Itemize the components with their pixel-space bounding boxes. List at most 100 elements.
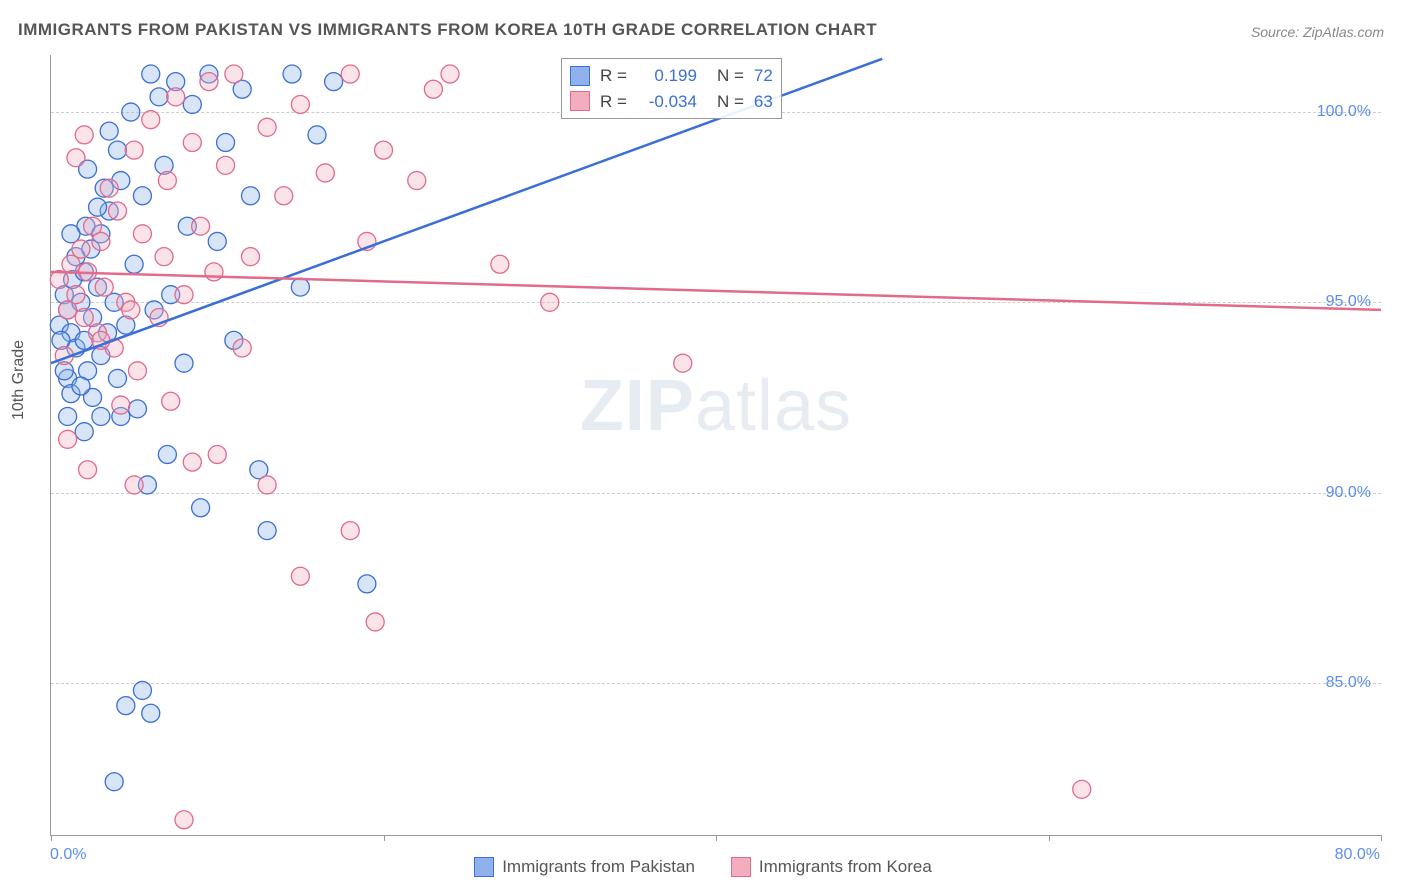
data-point	[133, 225, 151, 243]
stats-r-label: R =	[600, 63, 627, 89]
data-point	[358, 575, 376, 593]
x-tick	[1381, 835, 1382, 841]
data-point	[59, 407, 77, 425]
data-point	[192, 499, 210, 517]
data-point	[128, 362, 146, 380]
y-tick-label: 100.0%	[1317, 103, 1371, 121]
data-point	[225, 65, 243, 83]
data-point	[205, 263, 223, 281]
data-point	[75, 423, 93, 441]
data-point	[217, 156, 235, 174]
data-point	[375, 141, 393, 159]
data-point	[175, 811, 193, 829]
bottom-legend: Immigrants from PakistanImmigrants from …	[0, 857, 1406, 882]
stats-row: R =-0.034N =63	[570, 89, 773, 115]
legend-label: Immigrants from Korea	[759, 857, 932, 877]
data-point	[125, 476, 143, 494]
source-label: Source: ZipAtlas.com	[1251, 24, 1384, 40]
data-point	[155, 248, 173, 266]
data-point	[142, 65, 160, 83]
y-tick-label: 85.0%	[1326, 674, 1371, 692]
data-point	[175, 286, 193, 304]
data-point	[92, 232, 110, 250]
data-point	[125, 141, 143, 159]
data-point	[109, 141, 127, 159]
stats-r-label: R =	[600, 89, 627, 115]
x-tick	[716, 835, 717, 841]
data-point	[242, 248, 260, 266]
data-point	[67, 286, 85, 304]
data-point	[133, 187, 151, 205]
stats-n-value: 63	[754, 89, 773, 115]
data-point	[158, 172, 176, 190]
data-point	[128, 400, 146, 418]
y-axis-label: 10th Grade	[10, 340, 28, 420]
data-point	[316, 164, 334, 182]
legend-swatch	[570, 66, 590, 86]
data-point	[308, 126, 326, 144]
data-point	[341, 522, 359, 540]
plot-area: ZIPatlas R =0.199N =72R =-0.034N =63 85.…	[50, 55, 1381, 836]
data-point	[325, 73, 343, 91]
data-point	[75, 126, 93, 144]
data-point	[175, 354, 193, 372]
data-point	[341, 65, 359, 83]
data-point	[258, 118, 276, 136]
data-point	[208, 232, 226, 250]
data-point	[258, 522, 276, 540]
data-point	[441, 65, 459, 83]
stats-n-label: N =	[717, 63, 744, 89]
data-point	[183, 453, 201, 471]
data-point	[122, 103, 140, 121]
stats-n-value: 72	[754, 63, 773, 89]
stats-row: R = 0.199 N = 72	[570, 63, 773, 89]
plot-svg	[51, 55, 1381, 835]
y-tick-label: 90.0%	[1326, 484, 1371, 502]
data-point	[291, 95, 309, 113]
data-point	[158, 446, 176, 464]
data-point	[541, 293, 559, 311]
data-point	[72, 377, 90, 395]
legend-item: Immigrants from Korea	[731, 857, 932, 877]
data-point	[242, 187, 260, 205]
legend-swatch	[570, 91, 590, 111]
data-point	[150, 88, 168, 106]
data-point	[258, 476, 276, 494]
x-tick	[1049, 835, 1050, 841]
data-point	[162, 392, 180, 410]
data-point	[142, 111, 160, 129]
data-point	[112, 396, 130, 414]
stats-r-value: 0.199	[637, 63, 697, 89]
data-point	[109, 369, 127, 387]
data-point	[408, 172, 426, 190]
data-point	[125, 255, 143, 273]
data-point	[89, 198, 107, 216]
data-point	[167, 88, 185, 106]
x-tick	[51, 835, 52, 841]
data-point	[72, 240, 90, 258]
data-point	[67, 149, 85, 167]
data-point	[200, 73, 218, 91]
data-point	[79, 461, 97, 479]
stats-n-label: N =	[717, 89, 744, 115]
data-point	[424, 80, 442, 98]
data-point	[122, 301, 140, 319]
data-point	[674, 354, 692, 372]
y-tick-label: 95.0%	[1326, 293, 1371, 311]
legend-swatch	[474, 857, 494, 877]
data-point	[109, 202, 127, 220]
x-tick	[384, 835, 385, 841]
data-point	[100, 179, 118, 197]
data-point	[183, 134, 201, 152]
data-point	[92, 407, 110, 425]
data-point	[183, 95, 201, 113]
data-point	[117, 697, 135, 715]
data-point	[100, 122, 118, 140]
data-point	[95, 278, 113, 296]
data-point	[192, 217, 210, 235]
data-point	[1073, 780, 1091, 798]
data-point	[142, 704, 160, 722]
data-point	[366, 613, 384, 631]
chart-title: IMMIGRANTS FROM PAKISTAN VS IMMIGRANTS F…	[18, 20, 877, 40]
data-point	[291, 278, 309, 296]
